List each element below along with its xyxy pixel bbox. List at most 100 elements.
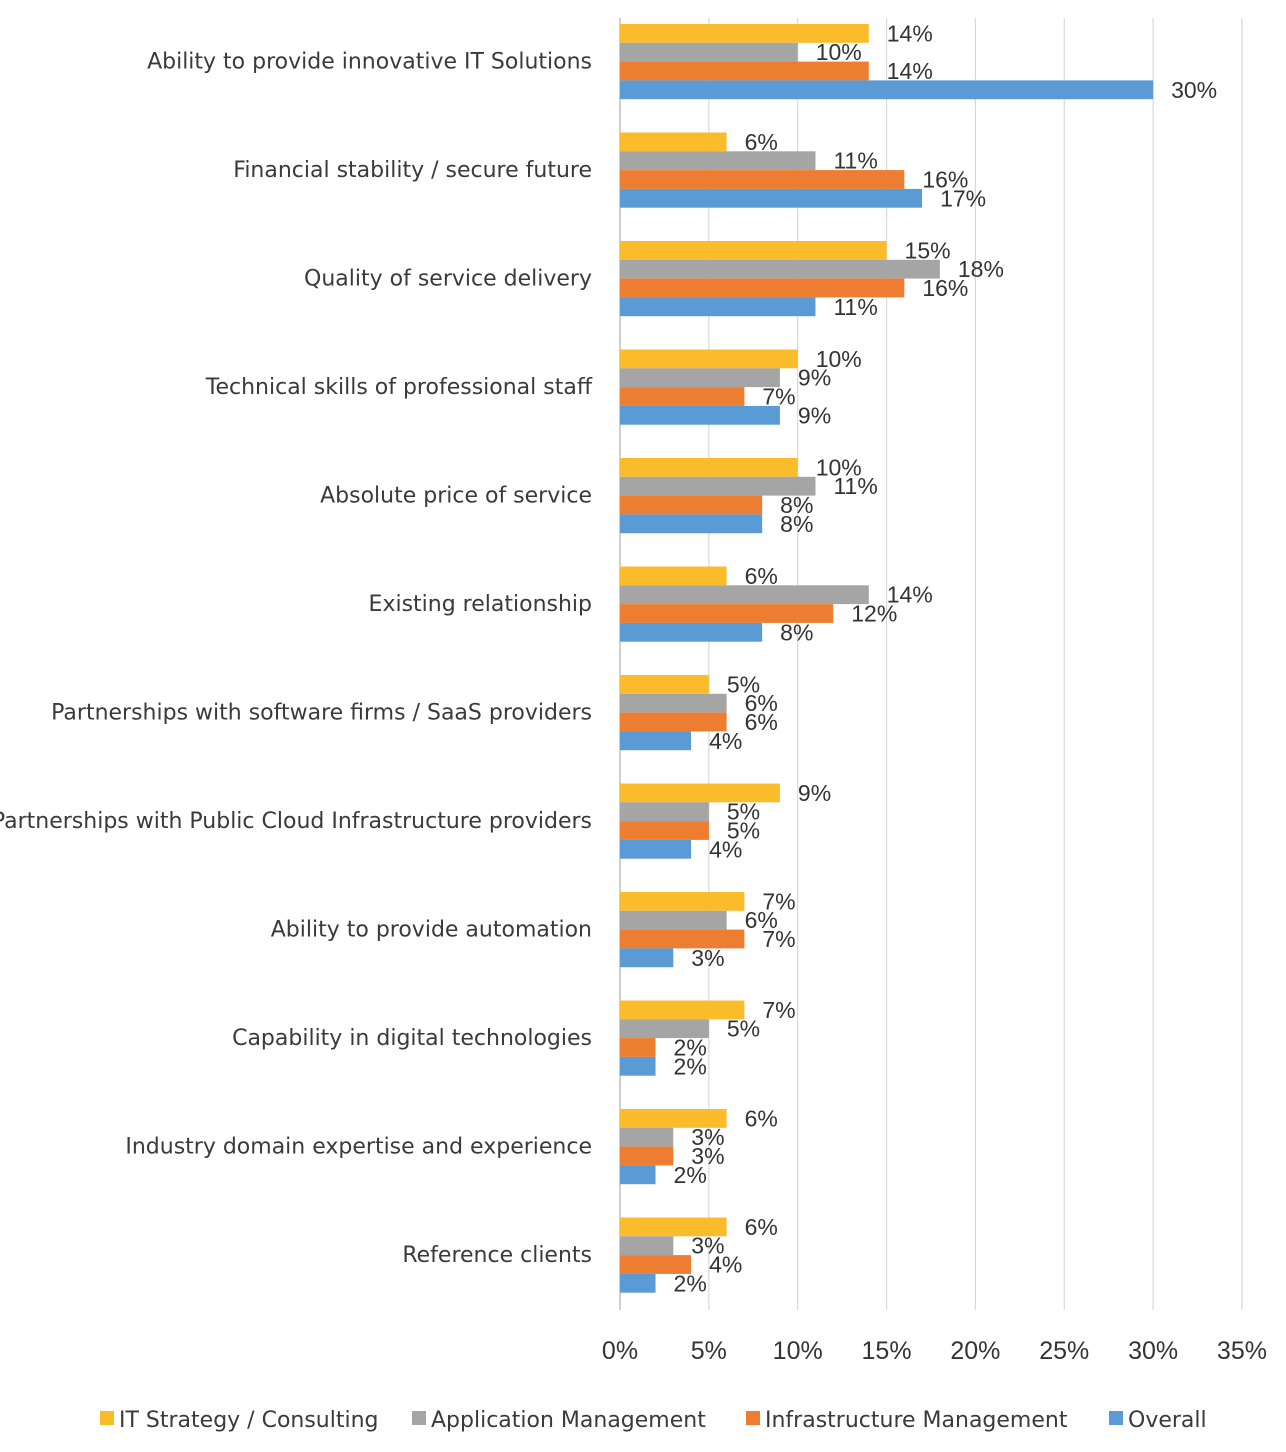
data-label: 7% [762,926,795,952]
bar [620,1109,727,1128]
data-label: 3% [691,945,724,971]
data-label: 6% [745,709,778,735]
x-tick-label: 25% [1039,1337,1089,1365]
data-label: 18% [958,256,1004,282]
data-label: 10% [816,454,862,480]
bar [620,368,780,388]
data-label: 11% [833,148,877,174]
bar [620,297,816,317]
data-label: 6% [745,1214,778,1240]
bar [620,910,727,930]
data-label: 3% [691,1124,724,1150]
data-label: 16% [922,275,968,301]
bar [620,1000,745,1020]
bar [620,802,709,822]
category-label: Existing relationship [369,592,592,617]
data-label: 7% [762,888,795,914]
x-tick-label: 30% [1128,1337,1178,1365]
x-tick-label: 35% [1217,1337,1267,1365]
data-label: 2% [674,1035,707,1061]
bar [620,604,834,623]
category-label: Industry domain expertise and experience [125,1135,592,1160]
bar [620,514,763,534]
data-label: 7% [762,384,795,410]
bar [620,387,745,406]
bar [620,783,780,803]
data-label: 30% [1171,77,1217,103]
legend-label: IT Strategy / Consulting [119,1408,379,1433]
data-label: 5% [727,799,760,825]
category-label: Absolute price of service [320,484,592,509]
bar [620,1255,692,1274]
data-label: 2% [674,1053,707,1079]
bar [620,622,763,642]
bar [620,42,798,62]
bar [620,1146,674,1166]
bar [620,188,923,208]
bar [620,1019,709,1039]
data-label: 14% [887,58,933,84]
legend-swatch [746,1411,760,1425]
data-label: 10% [816,346,862,372]
x-tick-label: 10% [773,1337,823,1365]
legend-swatch [412,1411,426,1425]
x-axis-tick-labels: 0% 5% 10% 15% 20% 25% 30% 35% [602,1337,1267,1365]
data-label: 5% [727,671,760,697]
data-label: 9% [798,365,831,391]
bar [620,405,780,425]
data-label: 14% [887,582,933,608]
data-label: 17% [940,185,986,211]
bars [620,24,1154,1293]
data-label: 2% [674,1162,707,1188]
bar [620,675,709,694]
category-label: Quality of service delivery [304,267,592,292]
bar [620,495,763,515]
x-tick-label: 20% [950,1337,1000,1365]
legend-swatch [1109,1411,1123,1425]
data-label: 9% [798,402,831,428]
bar [620,731,692,751]
legend-swatch [100,1411,114,1425]
data-label: 8% [780,619,813,645]
bar [620,892,745,911]
data-label: 3% [691,1143,724,1169]
category-label: Capability in digital technologies [232,1026,592,1051]
bar [620,712,727,732]
legend-label: Infrastructure Management [765,1408,1068,1433]
bar [620,693,727,713]
data-label: 4% [709,728,742,754]
data-label: 8% [780,492,813,518]
data-label: 15% [905,237,951,263]
category-label: Financial stability / secure future [233,158,592,183]
bar [620,1165,656,1185]
data-label: 6% [745,690,778,716]
bar [620,566,727,586]
value-labels: 14%10%14%30%6%11%16%17%15%18%16%11%10%9%… [674,20,1218,1296]
legend: IT Strategy / Consulting Application Mana… [100,1408,1207,1433]
x-tick-label: 5% [691,1337,727,1365]
bar [620,170,905,189]
bar [620,278,905,298]
bar [620,1038,656,1057]
bar [620,1127,674,1147]
bar [620,1236,674,1256]
bar [620,585,869,605]
data-label: 2% [674,1270,707,1296]
data-label: 11% [833,294,877,320]
bar [620,821,709,840]
bar [620,1217,727,1237]
data-label: 6% [745,907,778,933]
data-label: 10% [816,39,862,65]
bar [620,1056,656,1076]
category-label: Ability to provide innovative IT Solutio… [147,50,592,75]
bar [620,61,869,81]
bar [620,24,869,43]
category-label: Ability to provide automation [271,918,592,943]
data-label: 16% [922,167,968,193]
category-labels: Ability to provide innovative IT Solutio… [0,50,593,1268]
bar [620,839,692,859]
x-tick-label: 0% [602,1337,638,1365]
data-label: 8% [780,511,813,537]
bar [620,948,674,968]
data-label: 5% [727,1016,760,1042]
